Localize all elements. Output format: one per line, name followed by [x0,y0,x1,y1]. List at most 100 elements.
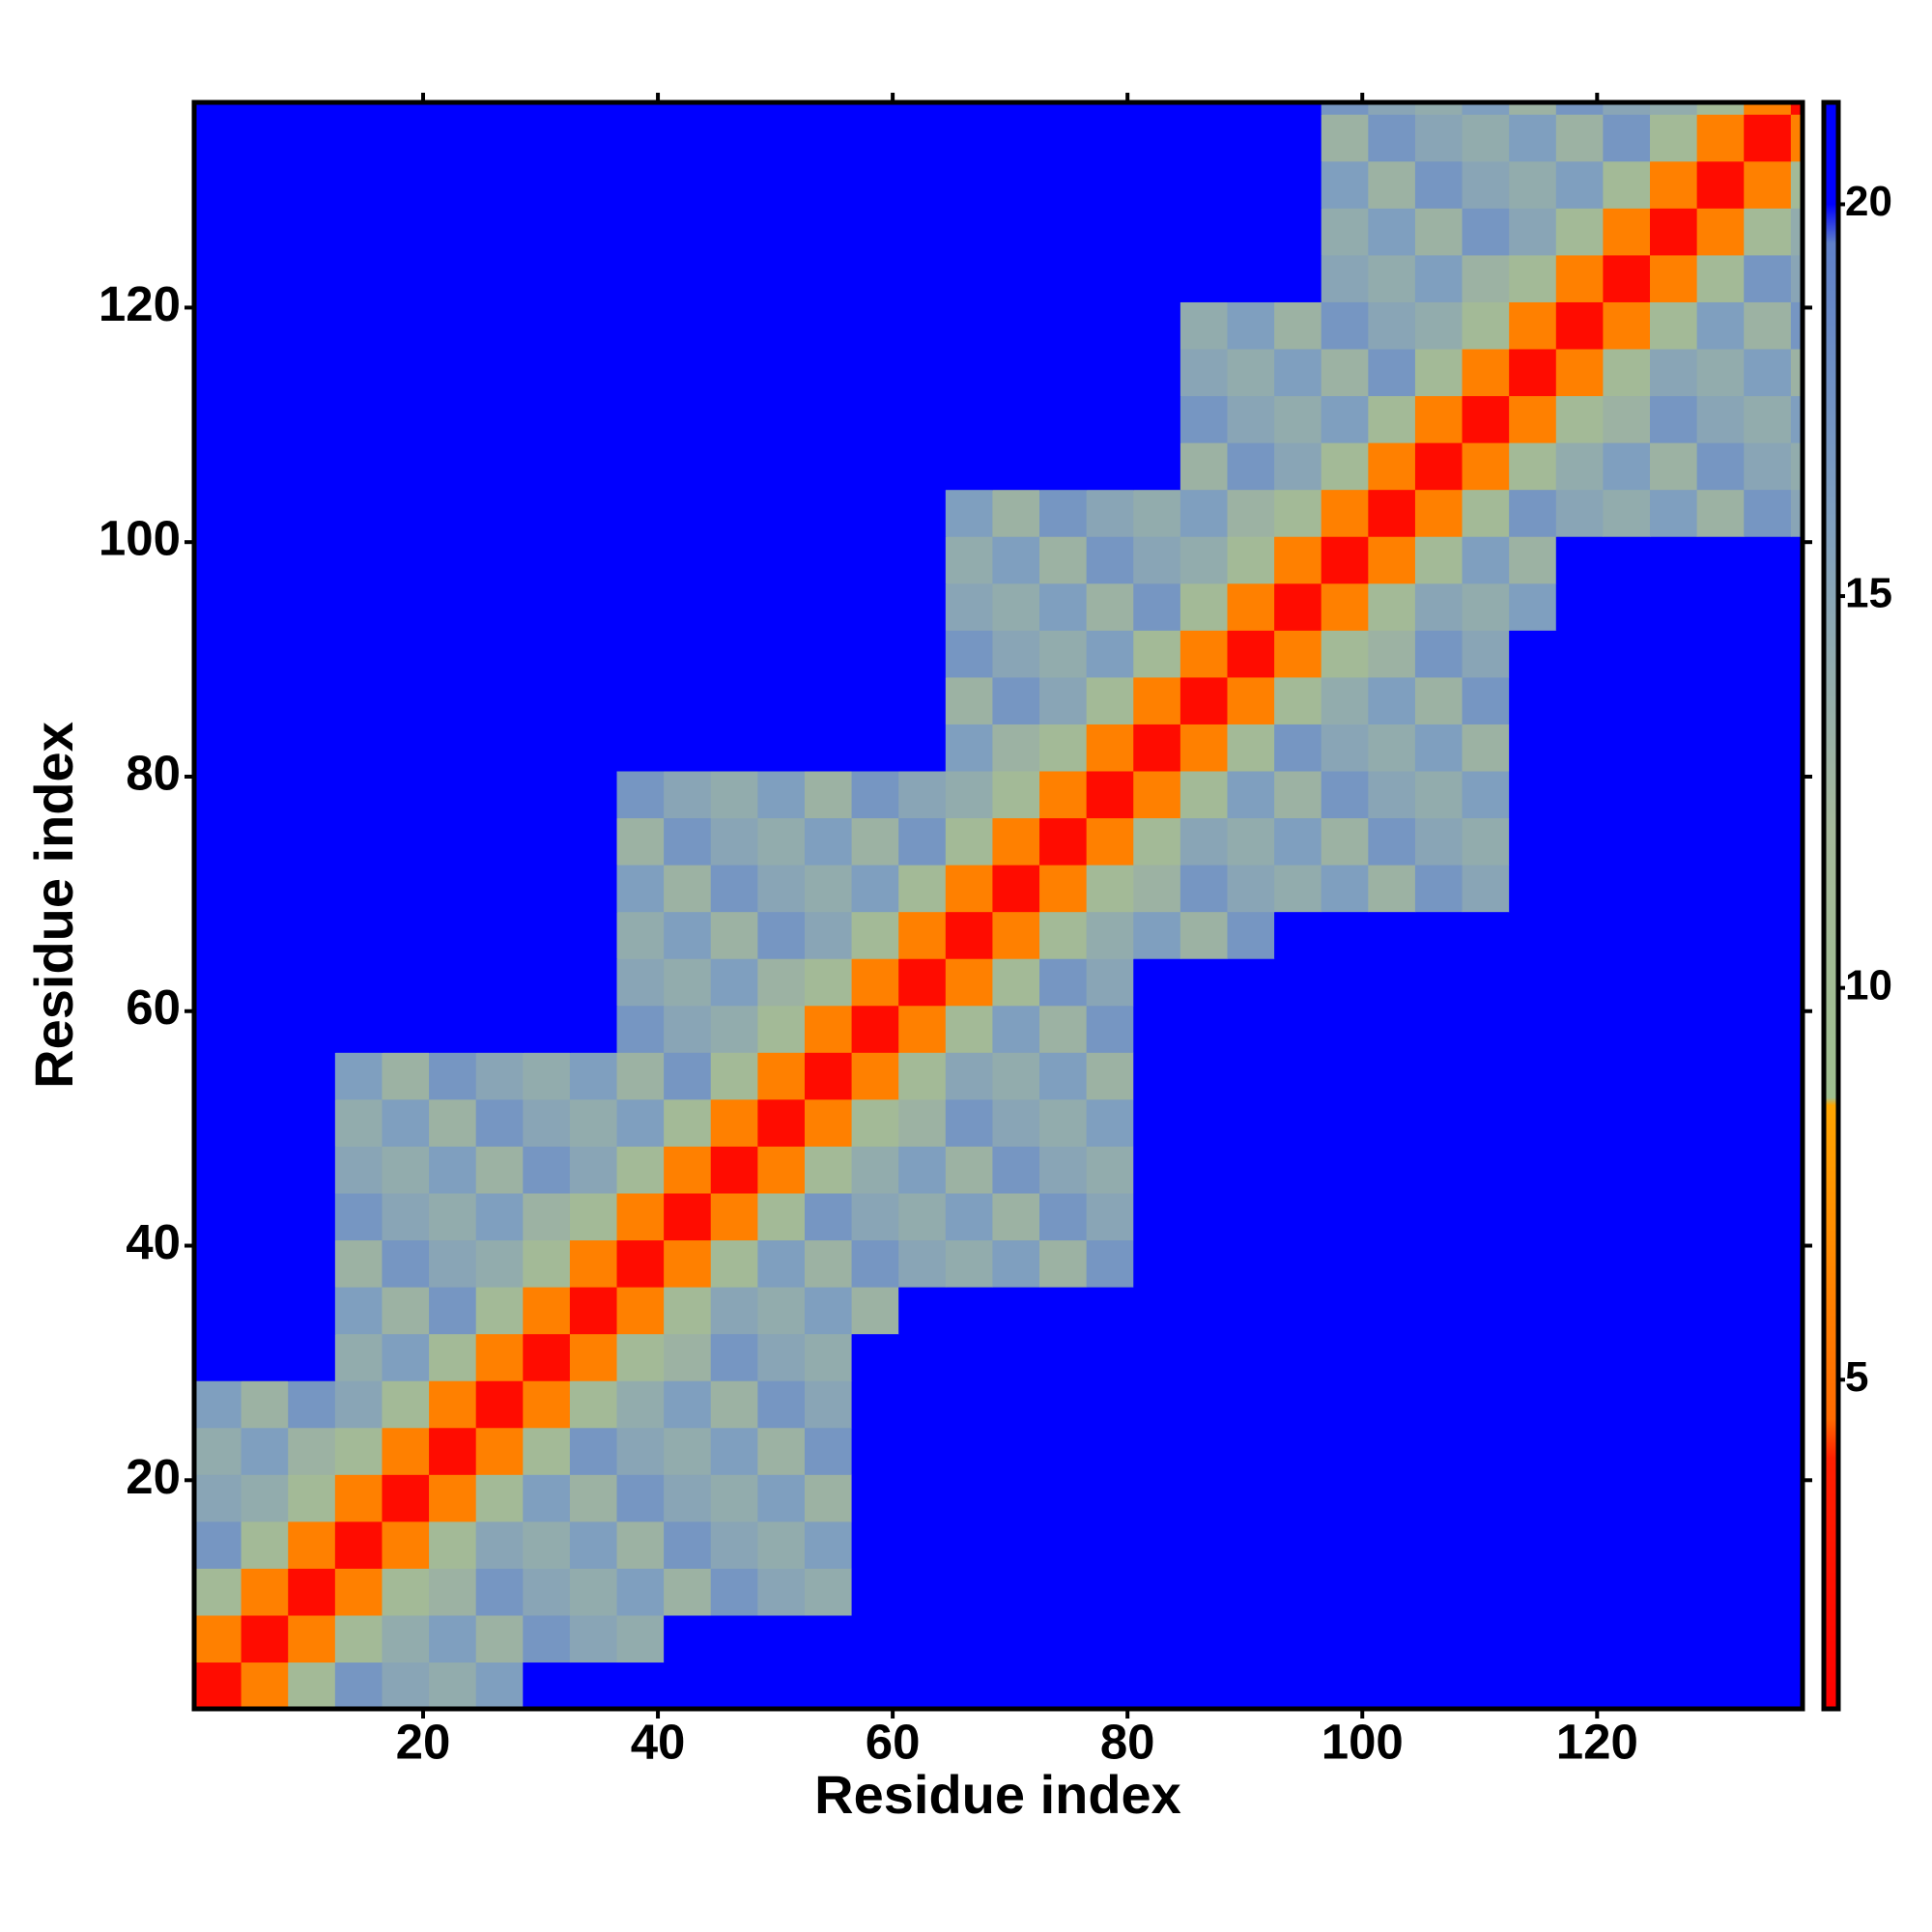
cell [1321,1146,1369,1194]
cell [1650,1146,1698,1194]
cell [241,770,289,819]
cell [523,1474,571,1522]
cell [945,1192,994,1241]
cell [664,301,712,350]
cell [898,1474,947,1522]
cell [475,911,524,959]
cell [1133,395,1181,443]
cell [1696,1568,1745,1616]
cell [288,1192,336,1241]
cell [992,114,1040,162]
cell [194,676,242,724]
cell [1696,630,1745,678]
cell [382,348,430,397]
cell [194,348,242,397]
cell [1274,630,1322,678]
cell [382,817,430,866]
cell [851,1520,899,1569]
cell [851,1427,899,1475]
cell [1368,582,1416,631]
cell [992,160,1040,209]
cell [1696,254,1745,302]
cell [1321,1520,1369,1569]
cell [382,1287,430,1335]
cell [945,536,994,584]
cell [1179,676,1229,724]
cell [898,958,947,1007]
cell [1039,911,1088,959]
cell [1696,1427,1745,1475]
cell [1321,630,1369,678]
cell [1696,865,1745,913]
cell [288,1427,336,1475]
cell [804,1662,853,1709]
cell [1744,1333,1792,1381]
cell [1227,1287,1275,1335]
cell [804,1474,853,1522]
cell [1555,1520,1604,1569]
x-tick-label: 100 [1321,1714,1404,1769]
cell [241,1474,289,1522]
cell [194,1380,242,1429]
cell [757,114,806,162]
cell [1744,442,1792,491]
cell [898,1662,947,1709]
cell [1274,208,1322,256]
cell [288,630,336,678]
cell [616,676,665,724]
cell [1414,958,1463,1007]
cell [664,630,712,678]
x-tick-label: 80 [1100,1714,1155,1769]
cell [1650,489,1698,537]
cell [1321,582,1369,631]
cell [992,1520,1040,1569]
cell [1086,724,1134,772]
cell [475,1192,524,1241]
cell [1790,911,1803,959]
cell [1414,1098,1463,1147]
cell [1744,102,1792,115]
cell [334,254,384,302]
cell [288,160,336,209]
cell [429,1098,477,1147]
cell [1414,1005,1463,1053]
cell [569,1427,618,1475]
cell [569,114,618,162]
cell [710,1427,758,1475]
cell [1321,1052,1369,1100]
cell [804,208,853,256]
cell [1414,1662,1463,1709]
cell [945,1662,994,1709]
cell [1368,676,1416,724]
cell [1039,102,1088,115]
cell [569,536,618,584]
cell [334,582,384,631]
cell [334,1568,384,1616]
cell [945,1427,994,1475]
cell [429,114,477,162]
cell [523,442,571,491]
y-tick-label: 100 [99,511,181,566]
cell [1650,1662,1698,1709]
cell [429,1005,477,1053]
cell [1696,1239,1745,1288]
cell [475,102,524,115]
cell [1555,1005,1604,1053]
cell [992,958,1040,1007]
cell [851,676,899,724]
cell [1696,911,1745,959]
cell [1368,1427,1416,1475]
cell [851,770,899,819]
cell [664,1287,712,1335]
cell [475,536,524,584]
cell [1650,1098,1698,1147]
cell [1368,1662,1416,1709]
cell [1414,630,1463,678]
cell [1086,1239,1134,1288]
cell [1039,770,1088,819]
cell [1179,582,1229,631]
cell [1462,1474,1510,1522]
cell [710,1614,758,1663]
cell [1274,1568,1322,1616]
